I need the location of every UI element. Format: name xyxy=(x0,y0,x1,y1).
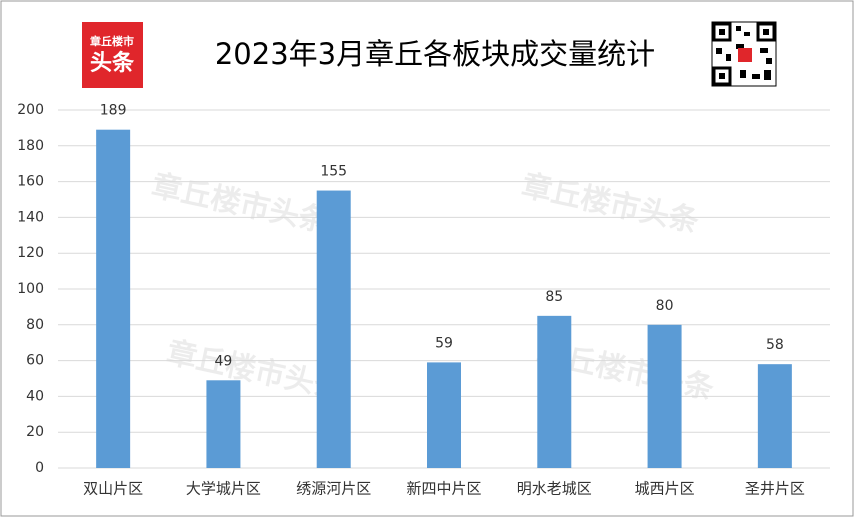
logo: 章丘楼市 头条 xyxy=(82,22,143,88)
x-tick-label: 大学城片区 xyxy=(186,480,261,498)
bar xyxy=(537,315,572,468)
bar xyxy=(647,324,682,468)
data-label: 49 xyxy=(215,353,233,369)
data-label: 189 xyxy=(100,103,127,119)
y-tick-label: 0 xyxy=(35,460,44,476)
y-tick-label: 80 xyxy=(26,317,44,333)
x-tick-label: 双山片区 xyxy=(83,480,143,498)
y-tick-label: 120 xyxy=(17,245,44,261)
y-tick-label: 200 xyxy=(17,102,44,118)
logo-box xyxy=(82,22,143,88)
bar xyxy=(316,190,351,469)
bar xyxy=(96,129,131,468)
x-tick-label: 城西片区 xyxy=(635,480,695,498)
x-tick-label: 绣源河片区 xyxy=(296,480,371,498)
y-tick-label: 40 xyxy=(26,388,44,404)
y-tick-label: 160 xyxy=(17,174,44,190)
x-tick-label: 明水老城区 xyxy=(517,480,592,498)
data-label: 80 xyxy=(656,298,674,314)
logo-text: 章丘楼市 xyxy=(90,34,134,48)
y-tick-label: 60 xyxy=(26,353,44,369)
y-tick-label: 100 xyxy=(17,281,44,297)
y-tick-label: 140 xyxy=(17,209,44,225)
data-label: 59 xyxy=(435,335,453,351)
x-tick-label: 新四中片区 xyxy=(406,480,481,498)
data-label: 58 xyxy=(766,337,784,353)
bar xyxy=(757,364,792,468)
bar xyxy=(427,362,461,468)
data-label: 155 xyxy=(320,164,347,180)
chart-title: 2023年3月章丘各板块成交量统计 xyxy=(215,37,655,71)
y-tick-label: 20 xyxy=(26,424,44,440)
bar xyxy=(206,380,241,468)
data-label: 85 xyxy=(545,289,563,305)
qr-code xyxy=(711,21,777,87)
x-tick-label: 圣井片区 xyxy=(745,480,805,498)
y-tick-label: 180 xyxy=(17,138,44,154)
logo-text: 头条 xyxy=(90,50,135,76)
